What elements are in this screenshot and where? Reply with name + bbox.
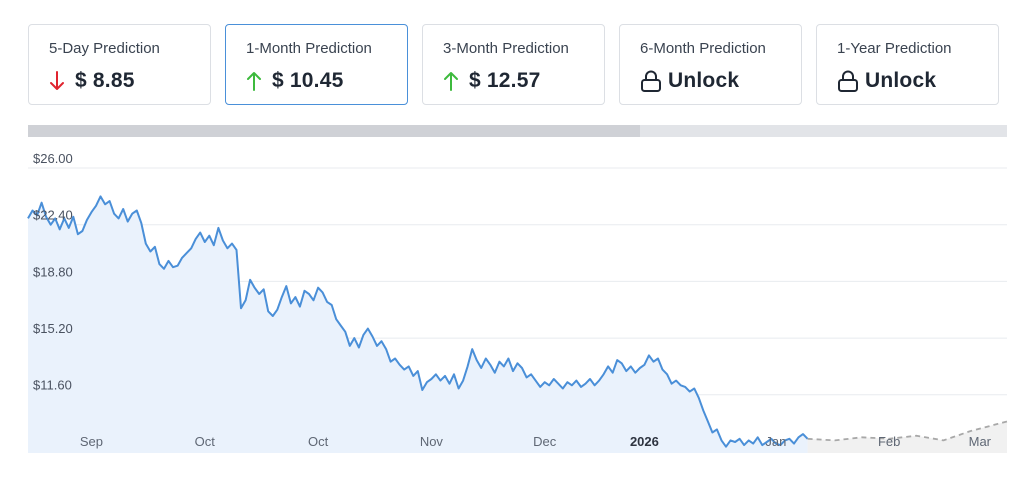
x-tick-label: 2026 bbox=[630, 434, 659, 449]
y-axis-tick-labels: $26.00 $22.40 $18.80 $15.20 $11.60 bbox=[33, 151, 73, 393]
card-label: 1-Year Prediction bbox=[837, 40, 952, 57]
arrow-up-icon bbox=[444, 72, 458, 91]
series-lines bbox=[27, 195, 1008, 448]
arrow-up-icon bbox=[247, 72, 261, 91]
card-label: 1-Month Prediction bbox=[246, 40, 372, 57]
card-1-year-prediction[interactable]: 1-Year Prediction Unlock bbox=[816, 24, 999, 105]
prediction-cards: 5-Day Prediction $ 8.85 1-Month Predicti… bbox=[28, 24, 1002, 107]
y-tick-label: $15.20 bbox=[33, 321, 73, 336]
y-tick-label: $18.80 bbox=[33, 264, 73, 279]
card-5-day-prediction[interactable]: 5-Day Prediction $ 8.85 bbox=[28, 24, 211, 105]
card-3-month-prediction[interactable]: 3-Month Prediction $ 12.57 bbox=[422, 24, 605, 105]
card-value-row: Unlock bbox=[640, 67, 739, 95]
card-value: Unlock bbox=[865, 69, 937, 92]
x-tick-label: Jan bbox=[765, 434, 786, 449]
history-line bbox=[27, 195, 809, 448]
x-tick-label: Sep bbox=[80, 434, 103, 449]
price-chart: $26.00 $22.40 $18.80 $15.20 $11.60 Sep Oct Oct… bbox=[27, 151, 1008, 453]
lock-icon bbox=[838, 70, 858, 92]
card-6-month-prediction[interactable]: 6-Month Prediction Unlock bbox=[619, 24, 802, 105]
x-tick-label: Nov bbox=[420, 434, 444, 449]
card-value: $ 8.85 bbox=[75, 69, 135, 92]
card-value-row: $ 8.85 bbox=[49, 67, 135, 95]
x-tick-label: Oct bbox=[308, 434, 329, 449]
chart-scrollbar[interactable] bbox=[28, 125, 1007, 137]
card-1-month-prediction[interactable]: 1-Month Prediction $ 10.45 bbox=[225, 24, 408, 105]
y-tick-label: $22.40 bbox=[33, 208, 73, 223]
card-label: 6-Month Prediction bbox=[640, 40, 766, 57]
card-label: 3-Month Prediction bbox=[443, 40, 569, 57]
x-tick-label: Mar bbox=[969, 434, 992, 449]
card-value-row: $ 12.57 bbox=[443, 67, 540, 95]
x-tick-label: Oct bbox=[195, 434, 216, 449]
y-tick-label: $26.00 bbox=[33, 151, 73, 166]
x-tick-label: Dec bbox=[533, 434, 557, 449]
area-fills bbox=[28, 196, 1007, 453]
x-tick-label: Feb bbox=[878, 434, 900, 449]
card-value: $ 12.57 bbox=[469, 69, 541, 92]
card-value-row: $ 10.45 bbox=[246, 67, 343, 95]
arrow-down-icon bbox=[50, 71, 64, 90]
card-value-row: Unlock bbox=[837, 67, 936, 95]
history-area bbox=[28, 196, 808, 453]
x-axis-tick-labels: Sep Oct Oct Nov Dec 2026 Jan Feb Mar bbox=[80, 434, 992, 449]
forecast-line bbox=[807, 420, 1008, 442]
y-tick-label: $11.60 bbox=[33, 378, 72, 393]
scrollbar-thumb[interactable] bbox=[28, 125, 640, 137]
card-value: Unlock bbox=[668, 69, 740, 92]
lock-icon bbox=[641, 70, 661, 92]
card-label: 5-Day Prediction bbox=[49, 40, 160, 57]
card-value: $ 10.45 bbox=[272, 69, 344, 92]
